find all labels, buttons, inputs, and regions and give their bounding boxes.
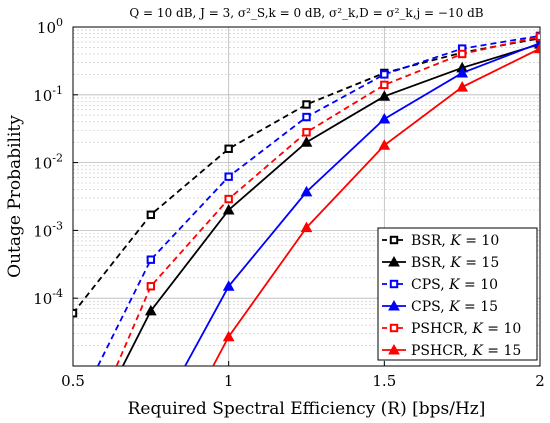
legend-entry: CPS, K = 15: [411, 299, 498, 315]
legend-marker: [388, 343, 400, 355]
legend-entry: BSR, K = 10: [411, 233, 499, 249]
legend: BSR, K = 10 BSR, K = 15 CPS, K = 10 CPS, K …: [377, 227, 538, 361]
legend-marker: [389, 279, 399, 289]
x-axis-label: Required Spectral Efficiency (R) [bps/Hz…: [128, 399, 486, 419]
plot-frame: [72, 26, 541, 367]
data-point: [222, 330, 235, 342]
data-point: [300, 185, 313, 197]
data-point: [300, 221, 313, 233]
data-point: [146, 255, 156, 264]
series-pshcr-k10: [115, 32, 540, 366]
data-point: [224, 194, 233, 204]
legend-box: [377, 227, 538, 361]
y-axis-label: Outage Probability: [5, 115, 25, 278]
legend-entry: CPS, K = 10: [411, 277, 498, 293]
data-point: [144, 304, 157, 316]
series-cps-k15: [184, 37, 540, 366]
data-point: [146, 282, 156, 291]
legend-entry: BSR, K = 15: [411, 255, 499, 271]
legend-entry: PSHCR, K = 15: [411, 343, 521, 359]
legend-marker: [388, 255, 400, 267]
y-tick-label: 10-4: [33, 287, 63, 308]
legend-marker: [389, 323, 399, 333]
data-point: [224, 144, 233, 153]
series-layer: [73, 31, 540, 366]
data-point: [534, 42, 540, 54]
data-point: [380, 70, 389, 79]
data-point: [146, 210, 156, 219]
data-point: [378, 139, 391, 150]
y-tick-label: 10-3: [33, 219, 63, 240]
axis-ticks: 0.5 1 1.5 2 100 10-1 10-2 10-3 10-4: [33, 16, 545, 390]
legend-marker: [388, 299, 400, 311]
series-line: [212, 47, 540, 366]
legend-marker: [389, 235, 399, 245]
legend-entry: PSHCR, K = 10: [411, 321, 521, 337]
y-tick-label: 100: [37, 16, 63, 37]
x-tick-label: 1: [224, 372, 234, 390]
chart-title: Q = 10 dB, J = 3, σ²_S,k = 0 dB, σ²_k,D …: [129, 6, 483, 20]
data-point: [456, 81, 469, 92]
data-point: [222, 280, 235, 291]
data-point: [302, 128, 311, 137]
data-point: [300, 136, 313, 147]
y-tick-label: 10-1: [33, 84, 63, 105]
data-point: [222, 203, 235, 215]
data-point: [457, 49, 467, 59]
x-tick-label: 0.5: [61, 372, 85, 390]
data-point: [378, 90, 391, 101]
series-line: [184, 42, 540, 366]
data-point: [378, 112, 391, 124]
x-tick-label: 2: [535, 372, 545, 390]
data-point: [380, 80, 389, 90]
data-point: [302, 100, 311, 109]
data-point: [456, 66, 469, 78]
series-pshcr-k15: [212, 42, 540, 366]
x-tick-label: 1.5: [372, 372, 396, 390]
data-point: [224, 172, 233, 181]
data-point: [535, 32, 540, 41]
y-tick-label: 10-2: [33, 152, 63, 173]
data-point: [302, 112, 311, 122]
data-point: [73, 309, 78, 318]
